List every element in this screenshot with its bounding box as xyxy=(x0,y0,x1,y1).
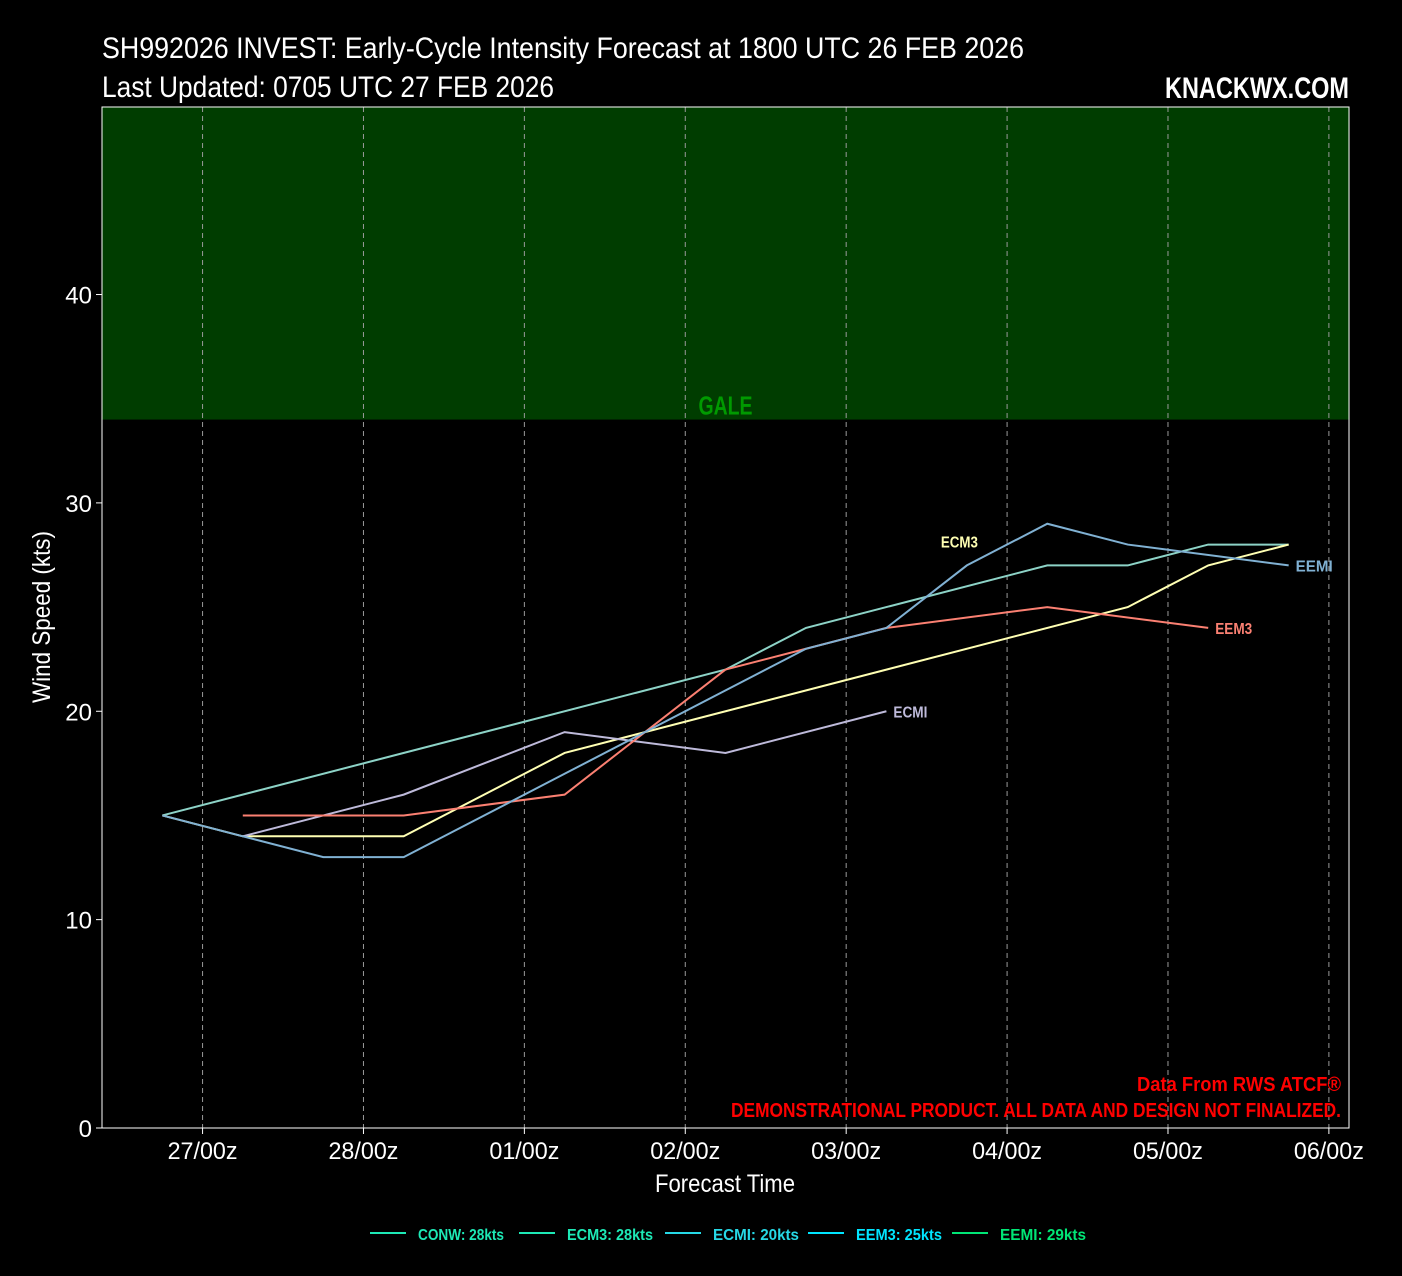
series-label-eemi: EEMI xyxy=(1296,558,1333,575)
y-tick-label: 40 xyxy=(65,283,92,310)
x-tick-label: 04/00z xyxy=(972,1138,1042,1165)
x-tick-label: 28/00z xyxy=(328,1138,398,1165)
legend-entry: CONW: 28kts xyxy=(418,1227,504,1244)
series-line-ecmi xyxy=(242,710,887,838)
y-tick-label: 30 xyxy=(65,491,92,518)
disclaimer-note: DEMONSTRATIONAL PRODUCT. ALL DATA AND DE… xyxy=(731,1100,1341,1122)
x-axis-label: Forecast Time xyxy=(655,1170,795,1198)
x-tick-label: 06/00z xyxy=(1294,1138,1364,1165)
legend-entry: ECMI: 20kts xyxy=(713,1227,799,1244)
legend-entry: EEMI: 29kts xyxy=(1000,1227,1086,1244)
gale-band xyxy=(102,107,1349,420)
data-source-note: Data From RWS ATCF® xyxy=(1137,1074,1341,1096)
y-axis-label: Wind Speed (kts) xyxy=(28,531,56,703)
series-line-eem3 xyxy=(242,606,1209,817)
x-tick-label: 02/00z xyxy=(650,1138,720,1165)
legend-entry: ECM3: 28kts xyxy=(567,1227,653,1244)
x-tick-label: 05/00z xyxy=(1133,1138,1203,1165)
x-tick-label: 01/00z xyxy=(489,1138,559,1165)
series-label-ecm3: ECM3 xyxy=(941,535,978,552)
chart-title: SH992026 INVEST: Early-Cycle Intensity F… xyxy=(102,32,1024,65)
brand-logo: KNACKWX.COM xyxy=(1165,72,1349,105)
plot-frame xyxy=(101,106,1350,1129)
series-label-ecmi: ECMI xyxy=(893,704,927,721)
y-tick-label: 10 xyxy=(65,908,92,935)
y-tick-label: 20 xyxy=(65,699,92,726)
y-tick-label: 0 xyxy=(79,1116,92,1143)
legend-entry: EEM3: 25kts xyxy=(856,1227,942,1244)
series-line-eemi xyxy=(162,522,1289,859)
last-updated: Last Updated: 0705 UTC 27 FEB 2026 xyxy=(102,71,554,104)
legend: CONW: 28kts ECM3: 28kts ECMI: 20kts EEM3: 2… xyxy=(370,1227,1086,1244)
gale-band-label: GALE xyxy=(699,391,753,421)
x-tick-label: 03/00z xyxy=(811,1138,881,1165)
x-tick-label: 27/00z xyxy=(168,1138,238,1165)
series-label-eem3: EEM3 xyxy=(1215,621,1252,638)
